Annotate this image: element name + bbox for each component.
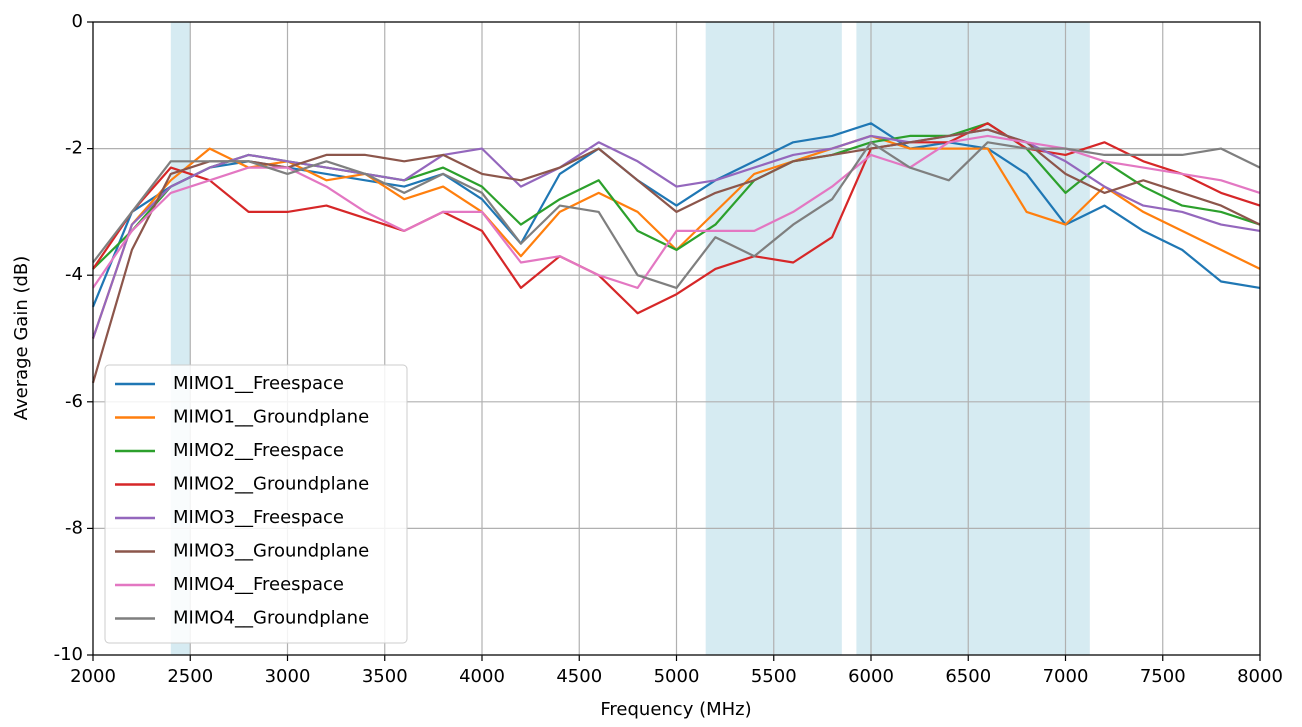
legend-label: MIMO3__Groundplane (173, 541, 369, 562)
y-tick-label: -10 (54, 644, 83, 665)
plot-frame (92, 21, 1261, 656)
x-tick-label: 4000 (459, 666, 505, 687)
y-axis-label: Average Gain (dB) (11, 256, 32, 421)
shaded-band (856, 22, 1090, 655)
x-tick-label: 5000 (654, 666, 700, 687)
legend-label: MIMO1__Groundplane (173, 407, 369, 428)
x-tick-label: 8000 (1237, 666, 1283, 687)
legend-box (104, 364, 408, 644)
y-tick-label: 0 (72, 11, 83, 32)
y-tick-label: -4 (65, 264, 83, 285)
legend-label: MIMO4__Freespace (173, 574, 344, 595)
legend-label: MIMO4__Groundplane (173, 608, 369, 629)
y-tick-label: -8 (65, 517, 83, 538)
legend-label: MIMO1__Freespace (173, 373, 344, 394)
series-line (92, 122, 1261, 315)
y-tick-label: -6 (65, 391, 83, 412)
x-tick-label: 4500 (556, 666, 602, 687)
x-tick-label: 6500 (945, 666, 991, 687)
series-line (91, 128, 1261, 339)
series-line (92, 141, 1261, 289)
x-tick-label: 7000 (1043, 666, 1089, 687)
x-tick-label: 5500 (751, 666, 797, 687)
legend-label: MIMO2__Freespace (173, 440, 344, 461)
x-tick-label: 2000 (70, 666, 116, 687)
x-tick-label: 3000 (265, 666, 311, 687)
legend-label: MIMO2__Groundplane (173, 474, 369, 495)
y-tick-label: -2 (65, 138, 83, 159)
x-tick-label: 3500 (362, 666, 408, 687)
x-tick-label: 2500 (167, 666, 213, 687)
x-tick-label: 6000 (848, 666, 894, 687)
x-tick-label: 7500 (1140, 666, 1186, 687)
legend-label: MIMO3__Freespace (173, 507, 344, 528)
x-axis-label: Frequency (MHz) (600, 699, 751, 720)
